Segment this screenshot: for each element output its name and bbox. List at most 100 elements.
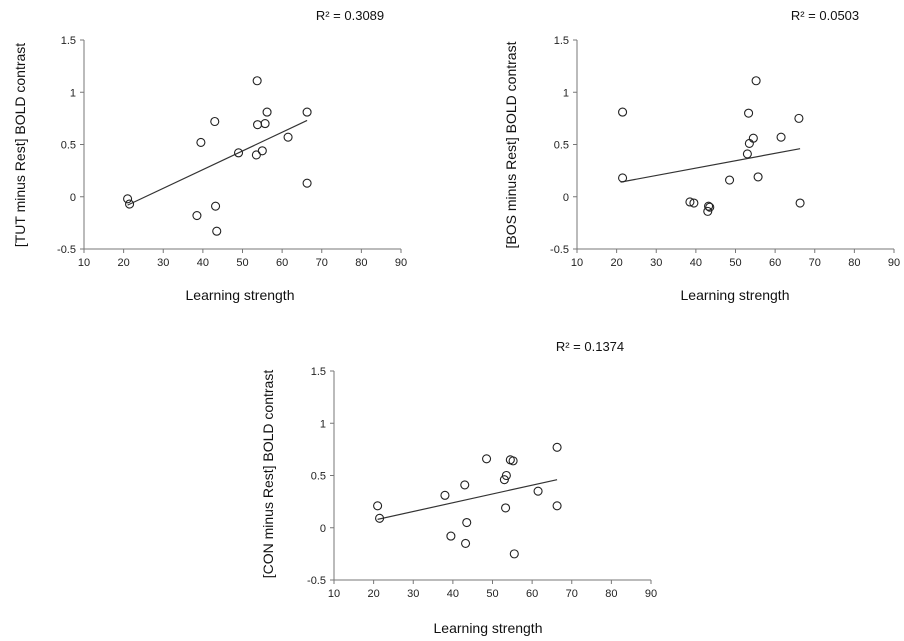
data-point xyxy=(262,107,272,117)
data-point xyxy=(251,150,261,160)
y-tick-label: 0 xyxy=(320,523,326,535)
data-point xyxy=(552,501,562,511)
x-tick-label: 10 xyxy=(78,257,90,269)
data-point xyxy=(482,454,492,464)
x-tick-label: 40 xyxy=(197,257,209,269)
trendline xyxy=(127,119,308,206)
x-axis-title: Learning strength xyxy=(681,287,790,303)
data-point xyxy=(689,198,699,208)
data-point xyxy=(461,538,471,548)
data-point xyxy=(744,138,754,149)
x-tick-label: 10 xyxy=(571,257,583,269)
r-squared-label: R² = 0.3089 xyxy=(316,8,384,23)
y-tick-label: 1.5 xyxy=(554,35,569,47)
data-point xyxy=(685,197,695,207)
x-tick-label: 20 xyxy=(118,257,130,269)
y-axis-title: [BOS minus Rest] BOLD contrast xyxy=(503,41,519,248)
data-point xyxy=(446,531,456,541)
data-point xyxy=(705,202,715,212)
y-tick-label: 0 xyxy=(563,192,569,204)
data-point xyxy=(552,442,562,452)
y-tick-label: 1 xyxy=(320,418,326,430)
x-tick-label: 80 xyxy=(605,588,617,600)
data-point xyxy=(260,119,270,129)
r-squared-label: R² = 0.0503 xyxy=(791,8,859,23)
x-tick-label: 70 xyxy=(566,588,578,600)
data-point xyxy=(742,149,752,159)
data-point xyxy=(212,226,222,236)
data-point xyxy=(725,175,735,185)
data-point xyxy=(618,107,628,117)
data-point xyxy=(257,146,267,156)
x-tick-label: 20 xyxy=(368,588,380,600)
data-point xyxy=(501,470,511,481)
data-point xyxy=(794,113,804,123)
data-point xyxy=(499,475,509,485)
x-tick-label: 90 xyxy=(645,588,657,600)
data-point xyxy=(373,501,383,511)
data-point xyxy=(375,513,385,523)
y-tick-label: 1.5 xyxy=(311,366,326,378)
data-point xyxy=(748,133,758,143)
x-tick-label: 30 xyxy=(157,257,169,269)
data-point xyxy=(795,198,805,208)
data-point xyxy=(533,486,543,496)
x-tick-label: 40 xyxy=(447,588,459,600)
trendline xyxy=(377,479,558,520)
data-point xyxy=(704,201,714,211)
x-tick-label: 50 xyxy=(486,588,498,600)
data-point xyxy=(192,211,202,221)
data-point xyxy=(776,132,786,142)
y-tick-label: -0.5 xyxy=(307,575,326,587)
x-axis-title: Learning strength xyxy=(186,287,295,303)
data-point xyxy=(196,137,206,147)
y-axis-title: [TUT minus Rest] BOLD contrast xyxy=(12,43,28,247)
x-tick-label: 20 xyxy=(611,257,623,269)
data-point xyxy=(123,194,133,204)
x-tick-label: 70 xyxy=(809,257,821,269)
data-point xyxy=(460,480,470,490)
y-tick-label: -0.5 xyxy=(57,244,76,256)
y-axis-title: [CON minus Rest] BOLD contrast xyxy=(260,370,276,579)
y-tick-label: 0.5 xyxy=(554,140,569,152)
x-tick-label: 60 xyxy=(276,257,288,269)
y-tick-label: 1.5 xyxy=(61,35,76,47)
trendline xyxy=(620,148,801,183)
x-tick-label: 50 xyxy=(729,257,741,269)
data-point xyxy=(618,173,628,183)
data-point xyxy=(508,456,518,466)
y-tick-label: 0.5 xyxy=(311,471,326,483)
x-tick-label: 90 xyxy=(888,257,900,269)
x-tick-label: 50 xyxy=(236,257,248,269)
x-tick-label: 40 xyxy=(690,257,702,269)
y-tick-label: -0.5 xyxy=(550,244,569,256)
data-point xyxy=(462,517,472,528)
data-point xyxy=(703,206,713,216)
x-axis-title: Learning strength xyxy=(434,620,543,636)
y-tick-label: 0.5 xyxy=(61,140,76,152)
data-point xyxy=(252,76,262,86)
data-point xyxy=(753,172,763,182)
y-tick-label: 0 xyxy=(70,192,76,204)
x-tick-label: 70 xyxy=(316,257,328,269)
x-tick-label: 60 xyxy=(769,257,781,269)
data-point xyxy=(744,108,754,118)
data-point xyxy=(302,178,312,188)
data-point xyxy=(253,120,263,130)
x-tick-label: 60 xyxy=(526,588,538,600)
data-point xyxy=(501,503,511,513)
data-point xyxy=(751,76,761,86)
data-point xyxy=(509,549,519,559)
data-point xyxy=(211,201,221,211)
data-point xyxy=(125,199,135,209)
x-tick-label: 80 xyxy=(355,257,367,269)
data-point xyxy=(233,148,244,158)
x-tick-label: 90 xyxy=(395,257,407,269)
r-squared-label: R² = 0.1374 xyxy=(556,339,624,354)
y-tick-label: 1 xyxy=(70,87,76,99)
x-tick-label: 10 xyxy=(328,588,340,600)
data-point xyxy=(302,107,312,117)
data-point xyxy=(210,116,220,127)
x-tick-label: 80 xyxy=(848,257,860,269)
